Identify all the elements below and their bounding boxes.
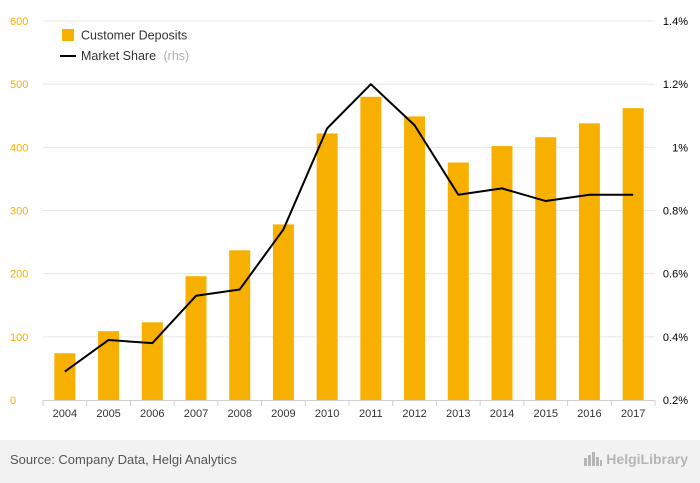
legend-label-market-share-name: Market Share <box>81 49 156 63</box>
bars <box>54 96 644 401</box>
bar-customer-deposits <box>447 162 469 400</box>
right-axis-tick-label: 0.8% <box>663 206 688 218</box>
x-axis-tick-label: 2015 <box>533 408 557 420</box>
left-axis-tick-label: 0 <box>10 395 16 407</box>
right-axis-tick-label: 0.4% <box>663 332 688 344</box>
city-skyline-icon <box>584 452 603 466</box>
x-axis-tick-label: 2017 <box>621 408 645 420</box>
x-axis-tick-label: 2004 <box>53 408 77 420</box>
bar-customer-deposits <box>272 224 294 400</box>
left-axis-tick-label: 200 <box>10 269 28 281</box>
market-share-line <box>64 83 634 373</box>
right-axis-tick-label: 1% <box>672 142 688 154</box>
left-axis-tick-label: 300 <box>10 206 28 218</box>
x-axis-tick-label: 2005 <box>96 408 120 420</box>
chart: 0 100 200 300 400 500 600 0.2% 0.4% 0.6% 0.8% 1% 1.… <box>10 16 688 420</box>
source-note: Source: Company Data, Helgi Analytics <box>10 452 237 467</box>
left-axis: 0 100 200 300 400 500 600 <box>10 16 28 407</box>
footer: Source: Company Data, Helgi Analytics He… <box>0 440 700 483</box>
right-axis-tick-label: 1.2% <box>663 79 688 91</box>
bar-customer-deposits <box>360 96 382 401</box>
x-axis-tick-label: 2016 <box>577 408 601 420</box>
legend[interactable]: Customer Deposits Market Share (rhs) <box>60 29 189 64</box>
bar-customer-deposits <box>229 250 251 400</box>
left-axis-tick-label: 600 <box>10 16 28 28</box>
brand-name: HelgiLibrary <box>606 451 688 467</box>
left-axis-tick-label: 500 <box>10 79 28 91</box>
right-axis-tick-label: 0.6% <box>663 269 688 281</box>
right-axis: 0.2% 0.4% 0.6% 0.8% 1% 1.2% 1.4% <box>663 16 688 407</box>
bar-customer-deposits <box>185 276 207 400</box>
x-axis: 2004 2005 2006 2007 2008 2009 2010 2011 2012 2013… <box>42 400 656 420</box>
bar-customer-deposits <box>316 133 338 401</box>
bar-customer-deposits <box>54 353 76 400</box>
market-share-line-group <box>64 83 634 373</box>
bar-customer-deposits <box>98 331 120 400</box>
bar-customer-deposits <box>622 108 644 401</box>
bar-customer-deposits <box>404 116 426 401</box>
x-axis-tick-label: 2010 <box>315 408 339 420</box>
legend-label-customer-deposits[interactable]: Customer Deposits <box>81 29 187 43</box>
brand-logo: HelgiLibrary <box>584 451 688 467</box>
gridlines <box>43 20 655 338</box>
x-axis-tick-label: 2008 <box>227 408 251 420</box>
right-axis-tick-label: 0.2% <box>663 395 688 407</box>
x-axis-tick-label: 2009 <box>271 408 295 420</box>
legend-label-market-share-suffix: (rhs) <box>164 49 190 63</box>
bar-customer-deposits <box>141 322 163 400</box>
left-axis-tick-label: 400 <box>10 142 28 154</box>
x-axis-tick-label: 2012 <box>402 408 426 420</box>
x-axis-tick-label: 2013 <box>446 408 470 420</box>
bar-customer-deposits <box>491 146 513 400</box>
left-axis-tick-label: 100 <box>10 332 28 344</box>
x-axis-tick-label: 2006 <box>140 408 164 420</box>
right-axis-tick-label: 1.4% <box>663 16 688 28</box>
x-axis-tick-label: 2007 <box>184 408 208 420</box>
x-axis-tick-label: 2014 <box>490 408 514 420</box>
legend-swatch-customer-deposits <box>62 29 74 41</box>
legend-label-market-share[interactable]: Market Share (rhs) <box>81 49 189 63</box>
bar-customer-deposits <box>578 123 600 400</box>
bar-customer-deposits <box>535 137 557 400</box>
x-axis-tick-label: 2011 <box>359 408 383 420</box>
